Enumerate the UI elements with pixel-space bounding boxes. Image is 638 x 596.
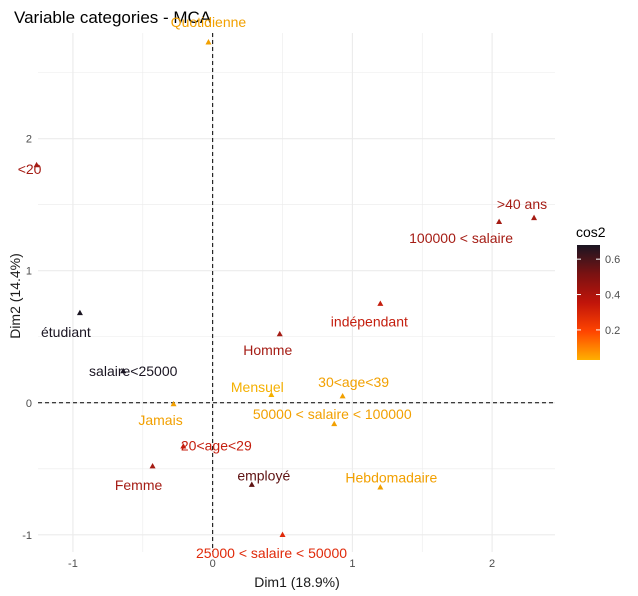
- point-label: Hebdomadaire: [345, 469, 437, 485]
- legend-ticks: 0.2 0.4 0.6: [577, 254, 620, 337]
- point-label: employé: [237, 468, 290, 484]
- point-label: 30<age<39: [318, 374, 389, 390]
- point-label: <20: [18, 161, 42, 177]
- data-point: [180, 443, 187, 449]
- point-label: 50000 < salaire < 100000: [253, 406, 412, 422]
- data-point: [276, 330, 283, 337]
- point-label: 25000 < salaire < 50000: [196, 545, 347, 561]
- x-tick-label: 2: [489, 558, 495, 570]
- y-tick-label: 1: [26, 266, 32, 278]
- y-axis-title: Dim2 (14.4%): [7, 253, 23, 339]
- data-point: [248, 481, 255, 487]
- axis-ticks: -1 0 1 2 -1 0 1 2: [22, 134, 495, 570]
- legend: cos2 0.2 0.4 0.6: [576, 224, 620, 360]
- data-point: [149, 462, 156, 469]
- data-point: [377, 300, 384, 306]
- point-label: >40 ans: [497, 196, 547, 212]
- point-label: 100000 < salaire: [409, 230, 513, 246]
- chart-title: Variable categories - MCA: [14, 8, 212, 27]
- point-label: Jamais: [138, 412, 182, 428]
- point-label: Mensuel: [231, 379, 284, 395]
- legend-colorbar: [577, 245, 600, 360]
- y-tick-label: 0: [26, 398, 32, 410]
- legend-tick-label: 0.4: [605, 290, 620, 302]
- legend-tick-label: 0.2: [605, 325, 620, 337]
- point-label: 20<age<29: [181, 437, 252, 453]
- data-point: [279, 531, 286, 538]
- point-label: indépendant: [331, 314, 408, 330]
- data-point: [33, 161, 40, 168]
- grid: [38, 33, 555, 552]
- data-point: [120, 367, 127, 374]
- y-tick-label: -1: [22, 530, 32, 542]
- data-point: [170, 400, 177, 407]
- data-point: [76, 309, 83, 316]
- x-tick-label: 0: [210, 558, 216, 570]
- data-point: [268, 391, 275, 398]
- points-layer: [33, 39, 538, 538]
- data-point: [339, 392, 346, 399]
- labels-layer: Quotidienne <20 >40 ans 100000 < salaire ind…: [18, 14, 547, 561]
- point-label: Femme: [115, 477, 163, 493]
- data-point: [496, 218, 503, 225]
- legend-tick-label: 0.6: [605, 254, 620, 266]
- point-label: Quotidienne: [171, 14, 247, 30]
- legend-title: cos2: [576, 224, 606, 240]
- data-point: [205, 39, 212, 45]
- data-point: [531, 214, 538, 221]
- reference-lines: [38, 33, 555, 552]
- x-tick-label: -1: [68, 558, 78, 570]
- data-point: [331, 420, 338, 427]
- data-point: [377, 484, 384, 490]
- point-label: étudiant: [41, 324, 91, 340]
- x-axis-title: Dim1 (18.9%): [254, 574, 340, 590]
- y-tick-label: 2: [26, 134, 32, 146]
- x-tick-label: 1: [349, 558, 355, 570]
- point-label: salaire<25000: [89, 363, 178, 379]
- point-label: Homme: [243, 342, 292, 358]
